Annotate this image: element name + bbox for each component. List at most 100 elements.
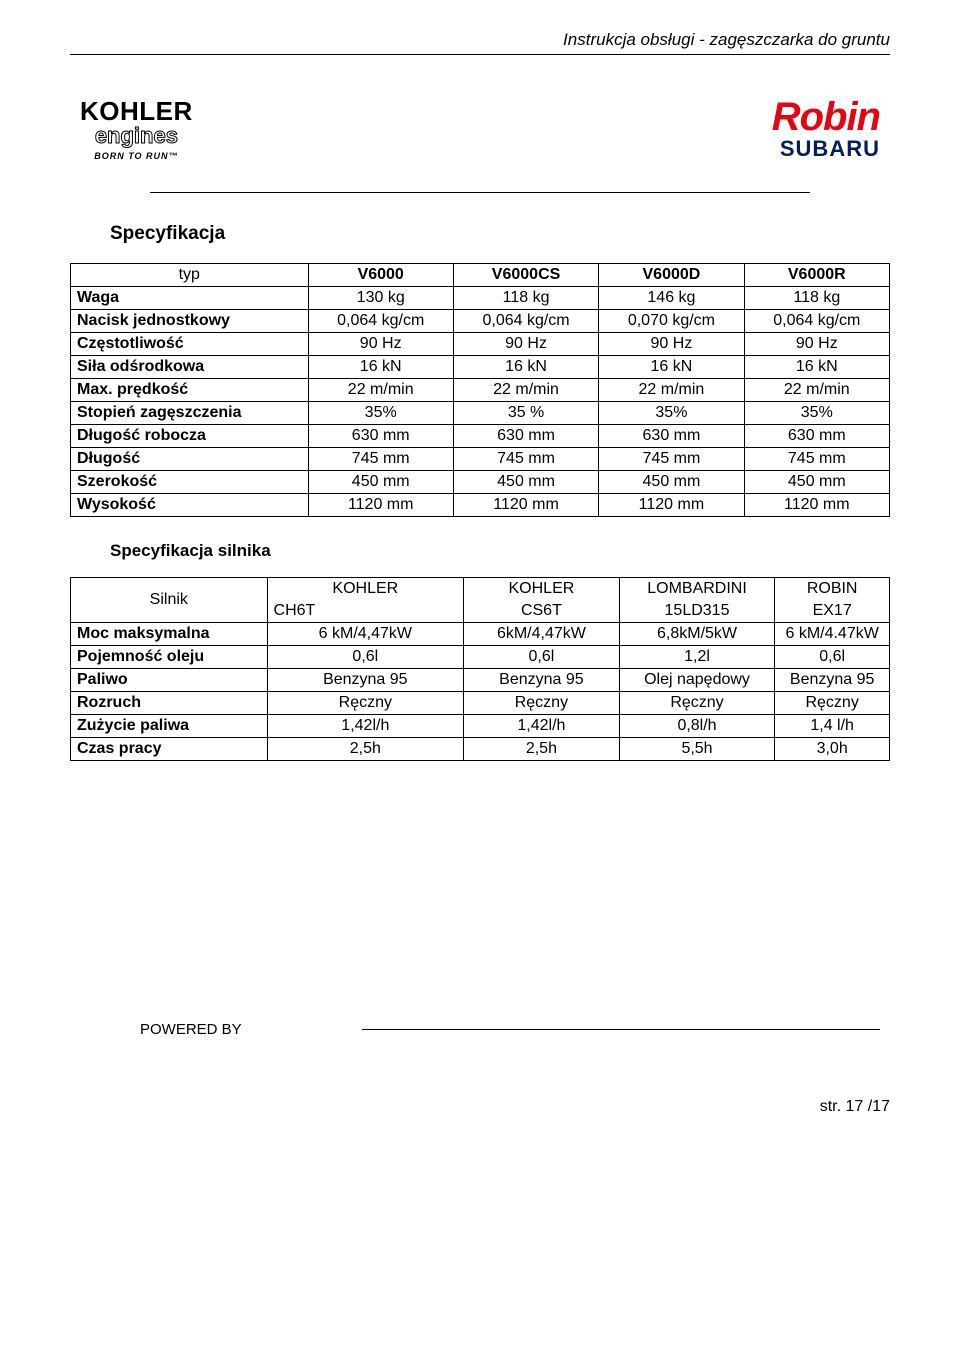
table-row: Stopień zagęszczenia35%35 %35%35% xyxy=(71,402,890,425)
page-footer: str. 17 /17 xyxy=(70,1098,890,1116)
spec-header-type: typ xyxy=(71,264,309,287)
spec-row-label: Długość robocza xyxy=(71,425,309,448)
table-row: Pojemność oleju0,6l0,6l1,2l0,6l xyxy=(71,646,890,669)
engine-cell: 1,4 l/h xyxy=(775,715,890,738)
spec-table: typ V6000 V6000CS V6000D V6000R Waga130 … xyxy=(70,263,890,517)
spec-cell: 90 Hz xyxy=(599,333,744,356)
page-header-title: Instrukcja obsługi - zagęszczarka do gru… xyxy=(70,30,890,50)
robin-text: Robin xyxy=(772,95,880,140)
engine-cell: Ręczny xyxy=(619,692,775,715)
spec-cell: 90 Hz xyxy=(308,333,453,356)
table-row: Siła odśrodkowa16 kN16 kN16 kN16 kN xyxy=(71,356,890,379)
logo-row: KOHLER engines BORN TO RUN™ Robin SUBARU xyxy=(70,95,890,162)
table-row: Nacisk jednostkowy0,064 kg/cm0,064 kg/cm… xyxy=(71,310,890,333)
spec-cell: 35% xyxy=(308,402,453,425)
engine-row-label: Pojemność oleju xyxy=(71,646,268,669)
engine-row-label: Zużycie paliwa xyxy=(71,715,268,738)
spec-title: Specyfikacja xyxy=(110,223,890,245)
engine-col-bot-1: CS6T xyxy=(464,600,620,623)
spec-cell: 745 mm xyxy=(308,448,453,471)
engine-cell: 0,6l xyxy=(464,646,620,669)
table-row: Czas pracy2,5h2,5h5,5h3,0h xyxy=(71,738,890,761)
bottom-rule xyxy=(362,1029,880,1030)
spec-cell: 1120 mm xyxy=(599,494,744,517)
spec-cell: 630 mm xyxy=(599,425,744,448)
engine-cell: Ręczny xyxy=(775,692,890,715)
engine-row-label: Paliwo xyxy=(71,669,268,692)
spec-col-0: V6000 xyxy=(308,264,453,287)
engine-cell: 5,5h xyxy=(619,738,775,761)
engine-cell: 1,2l xyxy=(619,646,775,669)
spec-cell: 16 kN xyxy=(308,356,453,379)
spec-cell: 35% xyxy=(599,402,744,425)
table-row: Moc maksymalna6 kM/4,47kW6kM/4,47kW6,8kM… xyxy=(71,623,890,646)
engine-cell: 0,8l/h xyxy=(619,715,775,738)
spec-cell: 1120 mm xyxy=(308,494,453,517)
spec-cell: 22 m/min xyxy=(453,379,598,402)
spec-row-label: Max. prędkość xyxy=(71,379,309,402)
table-row: PaliwoBenzyna 95Benzyna 95Olej napędowyB… xyxy=(71,669,890,692)
engine-cell: Ręczny xyxy=(464,692,620,715)
spec-row-label: Szerokość xyxy=(71,471,309,494)
engine-row-label: Czas pracy xyxy=(71,738,268,761)
spec-cell: 16 kN xyxy=(744,356,889,379)
engine-col-bot-3: EX17 xyxy=(775,600,890,623)
powered-by-row: POWERED BY xyxy=(70,1021,890,1038)
powered-by-text: POWERED BY xyxy=(140,1021,242,1038)
table-row: Max. prędkość22 m/min22 m/min22 m/min22 … xyxy=(71,379,890,402)
spec-cell: 450 mm xyxy=(453,471,598,494)
table-row: Zużycie paliwa1,42l/h1,42l/h0,8l/h1,4 l/… xyxy=(71,715,890,738)
spec-cell: 16 kN xyxy=(599,356,744,379)
engine-col-bot-0: CH6T xyxy=(267,600,464,623)
spec-cell: 0,064 kg/cm xyxy=(308,310,453,333)
table-row: Długość robocza630 mm630 mm630 mm630 mm xyxy=(71,425,890,448)
spec-cell: 0,070 kg/cm xyxy=(599,310,744,333)
spec-cell: 35 % xyxy=(453,402,598,425)
spec-col-1: V6000CS xyxy=(453,264,598,287)
engine-cell: 6 kM/4,47kW xyxy=(267,623,464,646)
spec-cell: 1120 mm xyxy=(744,494,889,517)
engine-cell: 0,6l xyxy=(267,646,464,669)
spec-cell: 630 mm xyxy=(308,425,453,448)
spec-cell: 630 mm xyxy=(453,425,598,448)
spec-cell: 450 mm xyxy=(744,471,889,494)
spec-row-label: Wysokość xyxy=(71,494,309,517)
engine-cell: Ręczny xyxy=(267,692,464,715)
spec-cell: 130 kg xyxy=(308,287,453,310)
spec-row-label: Waga xyxy=(71,287,309,310)
engine-spec-title: Specyfikacja silnika xyxy=(110,541,890,561)
spec-cell: 745 mm xyxy=(453,448,598,471)
spec-cell: 745 mm xyxy=(599,448,744,471)
engine-cell: 2,5h xyxy=(267,738,464,761)
spec-cell: 16 kN xyxy=(453,356,598,379)
spec-row-label: Długość xyxy=(71,448,309,471)
subaru-text: SUBARU xyxy=(780,136,880,162)
engine-cell: 6,8kM/5kW xyxy=(619,623,775,646)
spec-row-label: Częstotliwość xyxy=(71,333,309,356)
spec-cell: 0,064 kg/cm xyxy=(453,310,598,333)
table-row: RozruchRęcznyRęcznyRęcznyRęczny xyxy=(71,692,890,715)
engines-text: engines xyxy=(95,123,178,149)
spec-cell: 146 kg xyxy=(599,287,744,310)
spec-col-3: V6000R xyxy=(744,264,889,287)
kohler-logo: KOHLER engines BORN TO RUN™ xyxy=(80,96,193,161)
engine-col-top-2: LOMBARDINI xyxy=(619,578,775,601)
engine-cell: 6 kM/4.47kW xyxy=(775,623,890,646)
mid-rule xyxy=(150,192,810,193)
spec-cell: 22 m/min xyxy=(744,379,889,402)
spec-row-label: Nacisk jednostkowy xyxy=(71,310,309,333)
spec-row-label: Stopień zagęszczenia xyxy=(71,402,309,425)
engine-cell: 0,6l xyxy=(775,646,890,669)
engine-cell: Benzyna 95 xyxy=(775,669,890,692)
engine-col-top-3: ROBIN xyxy=(775,578,890,601)
spec-cell: 35% xyxy=(744,402,889,425)
header-rule xyxy=(70,54,890,55)
spec-cell: 630 mm xyxy=(744,425,889,448)
spec-cell: 90 Hz xyxy=(744,333,889,356)
spec-col-2: V6000D xyxy=(599,264,744,287)
table-row: Waga130 kg118 kg146 kg118 kg xyxy=(71,287,890,310)
engine-header-label: Silnik xyxy=(71,578,268,623)
table-row: Wysokość1120 mm1120 mm1120 mm1120 mm xyxy=(71,494,890,517)
engine-col-bot-2: 15LD315 xyxy=(619,600,775,623)
table-row: Długość745 mm745 mm745 mm745 mm xyxy=(71,448,890,471)
